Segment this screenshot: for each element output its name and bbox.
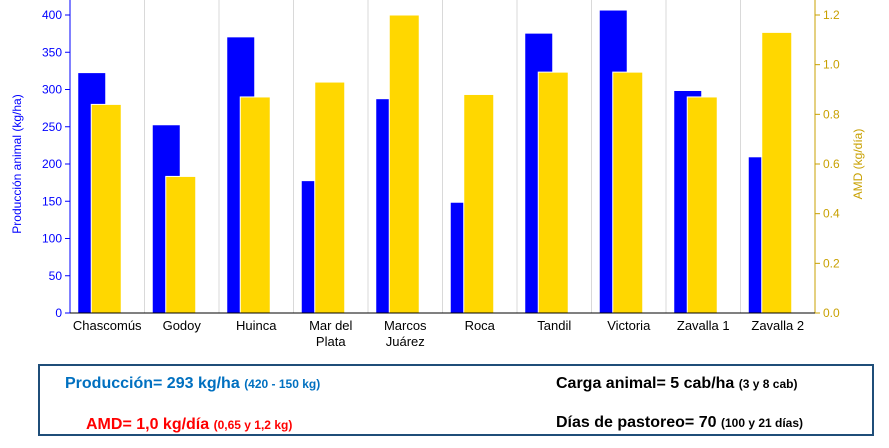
y-tick-label-left: 250: [42, 120, 62, 134]
y-tick-label-right: 0.4: [823, 207, 840, 221]
y-tick-label-right: 0.6: [823, 157, 840, 171]
chart: Chascomús Godoy Huinca Mar del Plata Marcos Ju…: [10, 0, 865, 349]
category-label: Tandil: [537, 318, 571, 333]
bar-amd: [388, 14, 420, 314]
bar-amd: [537, 71, 569, 314]
y-tick-label-left: 350: [42, 45, 62, 59]
category-label: Godoy: [163, 318, 202, 333]
amd-range: (0,65 y 1,2 kg): [213, 418, 293, 432]
category-label: Roca: [465, 318, 496, 333]
bar-amd: [686, 96, 718, 314]
dias-summary: Días de pastoreo= 70 (100 y 21 días): [556, 414, 803, 432]
category-label: Victoria: [607, 318, 651, 333]
y-tick-label-left: 150: [42, 194, 62, 208]
carga-main: Carga animal= 5 cab/ha: [556, 375, 735, 392]
produccion-main: Producción= 293 kg/ha: [65, 375, 240, 392]
y-tick-label-left: 300: [42, 83, 62, 97]
y-axis-right-label: AMD (kg/día): [851, 129, 865, 200]
carga-summary: Carga animal= 5 cab/ha (3 y 8 cab): [556, 375, 797, 393]
produccion-summary: Producción= 293 kg/ha (420 - 150 kg): [65, 375, 320, 393]
y-axis-left-label: Producción animal (kg/ha): [10, 94, 24, 233]
y-tick-label-left: 400: [42, 8, 62, 22]
carga-range: (3 y 8 cab): [738, 377, 798, 391]
bar-amd: [90, 103, 122, 314]
category-label: Mar del Plata: [309, 318, 352, 349]
bar-amd: [612, 71, 644, 314]
dias-range: (100 y 21 días): [720, 416, 804, 430]
bar-amd: [239, 96, 271, 314]
category-label: Zavalla 2: [751, 318, 804, 333]
bar-amd: [761, 31, 793, 314]
y-tick-label-left: 0: [55, 306, 62, 320]
y-tick-label-left: 50: [49, 269, 63, 283]
y-tick-label-right: 1.0: [823, 58, 840, 72]
amd-main: AMD= 1,0 kg/día: [86, 416, 210, 433]
y-tick-label-right: 1.2: [823, 8, 840, 22]
summary-box: Producción= 293 kg/ha (420 - 150 kg) AMD…: [38, 364, 874, 436]
y-tick-label-left: 200: [42, 157, 62, 171]
y-tick-label-left: 100: [42, 232, 62, 246]
category-label: Marcos Juárez: [384, 318, 427, 349]
bar-amd: [463, 93, 495, 314]
dias-main: Días de pastoreo= 70: [556, 414, 717, 431]
amd-summary: AMD= 1,0 kg/día (0,65 y 1,2 kg): [86, 416, 292, 434]
y-tick-label-right: 0.2: [823, 256, 840, 270]
y-tick-label-right: 0.0: [823, 306, 840, 320]
category-label: Zavalla 1: [677, 318, 730, 333]
bar-amd: [314, 81, 346, 314]
produccion-range: (420 - 150 kg): [244, 377, 321, 391]
bar-amd: [165, 175, 197, 314]
y-tick-label-right: 0.8: [823, 107, 840, 121]
category-label: Chascomús: [73, 318, 142, 333]
category-label: Huinca: [236, 318, 277, 333]
